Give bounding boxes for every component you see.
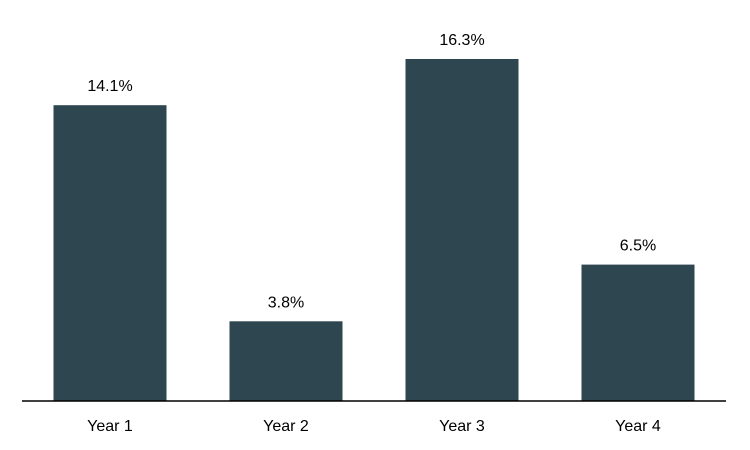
x-tick-label-year-2: Year 2 <box>263 418 309 435</box>
bar-year-3 <box>405 59 519 401</box>
x-tick-label-year-1: Year 1 <box>87 418 133 435</box>
data-label-year-1: 14.1% <box>87 78 132 95</box>
data-label-year-4: 6.5% <box>620 238 656 255</box>
x-tick-label-year-4: Year 4 <box>615 418 661 435</box>
bar-year-4 <box>581 264 695 401</box>
data-label-year-3: 16.3% <box>439 32 484 49</box>
data-labels-group: 14.1% 3.8% 16.3% 6.5% <box>87 32 656 311</box>
data-label-year-2: 3.8% <box>268 294 304 311</box>
bar-year-1 <box>53 105 167 401</box>
bars-group <box>53 59 695 401</box>
x-tick-labels-group: Year 1 Year 2 Year 3 Year 4 <box>87 418 661 435</box>
x-tick-label-year-3: Year 3 <box>439 418 485 435</box>
bar-year-2 <box>229 321 343 401</box>
